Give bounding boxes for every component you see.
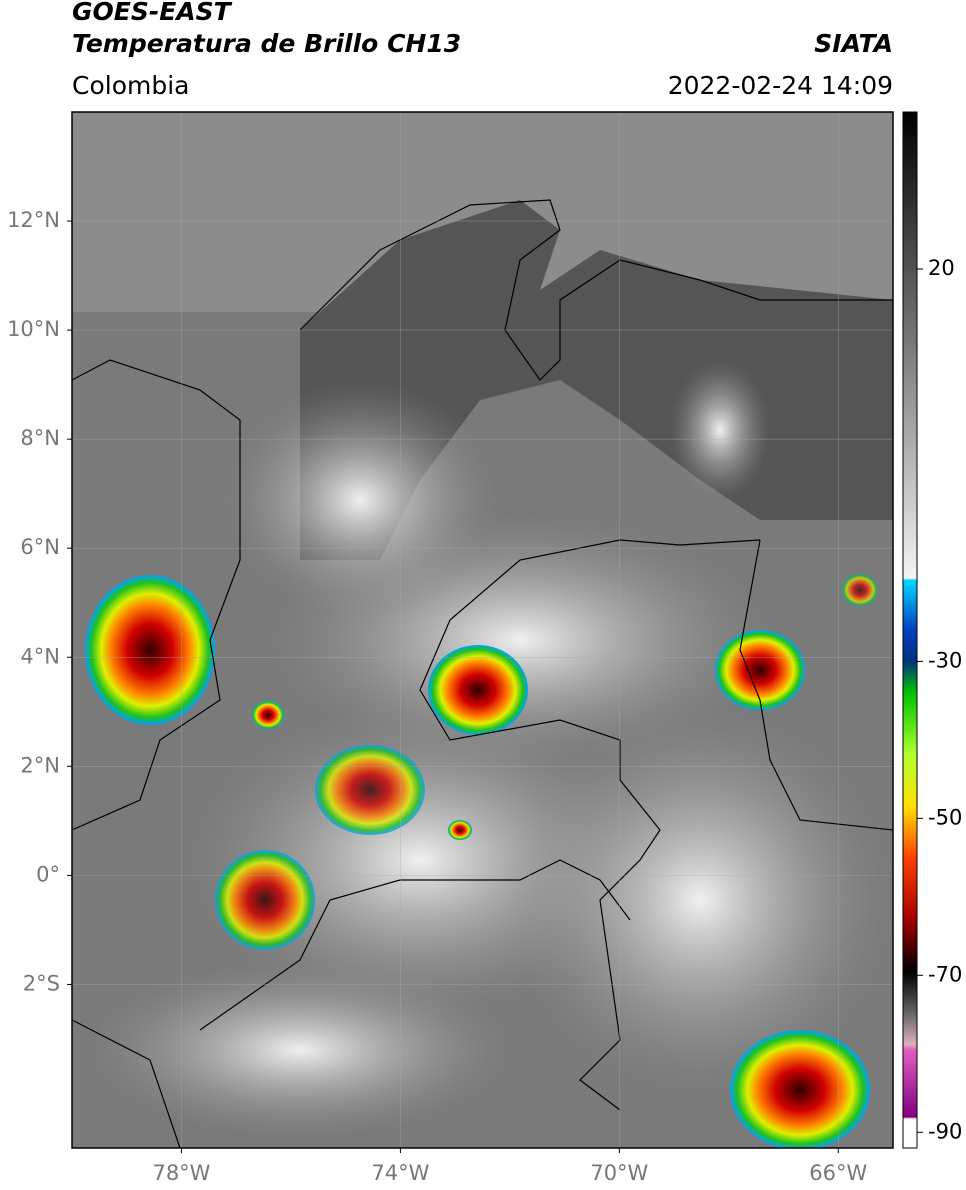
satellite-image: [72, 112, 893, 1148]
product: Temperatura de Brillo CH13: [72, 29, 461, 58]
colorbar-tick-label: -70: [928, 962, 962, 986]
colorbar-tick-label: -30: [928, 648, 962, 672]
lat-tick-label: 0°: [36, 862, 60, 886]
colorbar-tick-label: -50: [928, 805, 962, 829]
colorbar: [902, 111, 918, 1149]
lon-tick-label: 70°W: [590, 1161, 648, 1185]
lon-tick-label: 78°W: [152, 1161, 210, 1185]
lon-tick-label: 66°W: [809, 1161, 867, 1185]
lat-tick-label: 8°N: [20, 426, 60, 450]
region: Colombia: [72, 71, 189, 100]
colorbar-tick-label: 20: [928, 256, 955, 280]
colorbar-tick-label: -90: [928, 1119, 962, 1143]
source: SIATA: [814, 29, 893, 58]
lat-tick-label: 6°N: [20, 535, 60, 559]
graticule: [72, 112, 893, 1148]
datetime: 2022-02-24 14:09: [668, 71, 893, 100]
lon-tick-label: 74°W: [371, 1161, 429, 1185]
lat-tick-label: 10°N: [7, 317, 60, 341]
lat-tick-label: 4°N: [20, 644, 60, 668]
lat-tick-label: 2°N: [20, 753, 60, 777]
lat-tick-label: 2°S: [23, 971, 60, 995]
satellite: GOES-EAST: [72, 0, 233, 26]
map-frame: [71, 111, 894, 1149]
lat-tick-label: 12°N: [7, 208, 60, 232]
